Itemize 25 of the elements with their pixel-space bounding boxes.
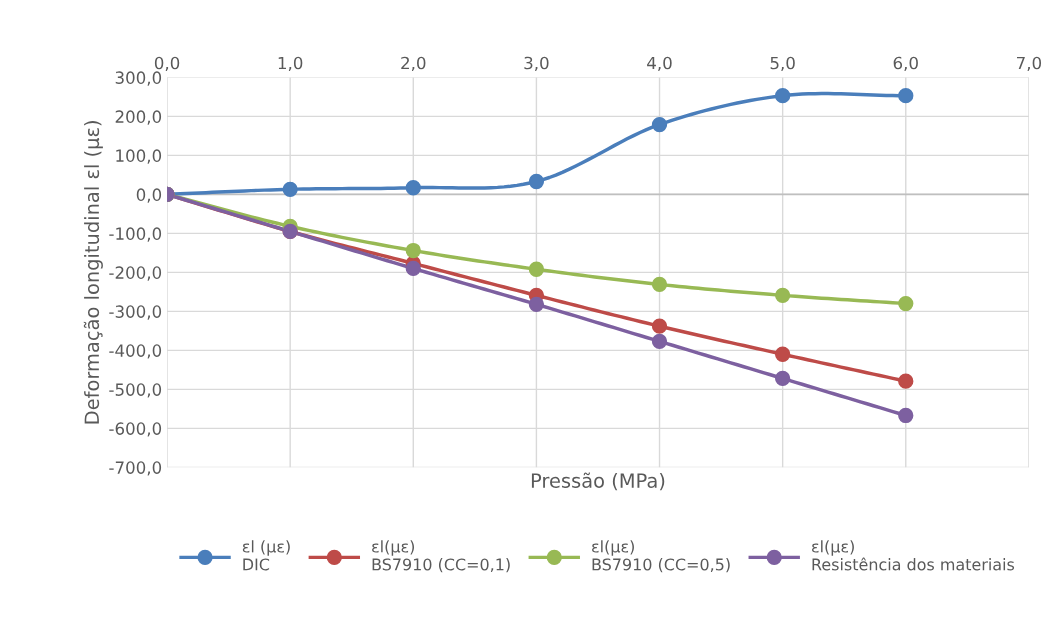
x-tick-label: 3,0 (524, 56, 549, 71)
y-tick-label: 200,0 (115, 110, 162, 125)
y-tick-label: -600,0 (109, 422, 162, 437)
x-tick-label: 4,0 (647, 56, 672, 71)
y-tick-label: -200,0 (109, 266, 162, 281)
x-tick-label: 6,0 (893, 56, 918, 71)
y-tick-label: 0,0 (136, 188, 162, 203)
x-tick-label: 1,0 (278, 56, 303, 71)
y-axis-title: Deformação longitudinal εl (με) (83, 121, 103, 424)
y-tick-label: -300,0 (109, 305, 162, 320)
x-tick-label: 2,0 (401, 56, 426, 71)
legend-label: εl (με) DIC (242, 540, 290, 571)
legend-label: εl(με) Resistência dos materiais (812, 540, 1015, 571)
y-tick-label: 100,0 (116, 149, 162, 164)
y-tick-label: -400,0 (109, 344, 162, 359)
legend-label: εl(με) BS7910 (CC=0,1) (372, 540, 510, 573)
legend-label: εl(με) BS7910 (CC=0,5) (592, 540, 730, 573)
x-tick-label: 7,0 (1017, 56, 1042, 71)
y-tick-label: -700,0 (109, 461, 162, 476)
x-tick-label: 5,0 (770, 56, 795, 71)
x-tick-label: 0,0 (154, 56, 180, 71)
y-tick-label: -100,0 (109, 227, 162, 242)
x-axis-title: Pressão (MPa) (531, 472, 665, 491)
y-tick-label: -500,0 (109, 383, 162, 398)
y-tick-label: 300,0 (115, 71, 162, 86)
